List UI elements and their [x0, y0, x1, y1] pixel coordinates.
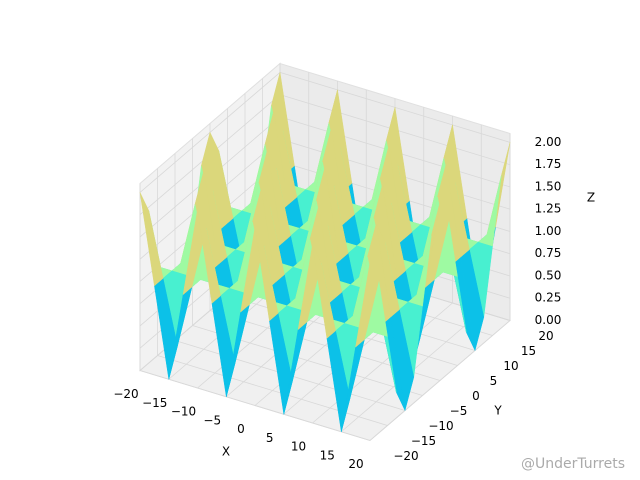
x-tick-label: −20 — [113, 387, 138, 401]
z-tick-label: 1.25 — [535, 202, 562, 216]
z-tick-label: 1.00 — [535, 224, 562, 238]
y-tick-label: 5 — [490, 374, 498, 388]
y-tick-label: 0 — [472, 389, 480, 403]
z-tick-label: 0.75 — [535, 246, 562, 260]
x-tick-label: 10 — [291, 440, 306, 454]
surface-patch — [355, 261, 380, 348]
y-tick-label: 10 — [503, 359, 518, 373]
z-axis-label: Z — [587, 191, 595, 205]
y-tick-label: −15 — [411, 434, 436, 448]
z-tick-label: 0.50 — [535, 268, 562, 282]
z-tick-label: 0.00 — [535, 313, 562, 327]
x-tick-label: 0 — [237, 422, 245, 436]
grid-line — [139, 370, 371, 441]
x-tick-label: −15 — [142, 396, 167, 410]
z-tick-label: 0.25 — [535, 291, 562, 305]
y-axis-label: Y — [493, 404, 502, 418]
surface-patch — [139, 192, 164, 287]
y-tick-label: −5 — [450, 404, 468, 418]
y-tick-label: −10 — [428, 419, 453, 433]
x-axis-label: X — [222, 445, 230, 459]
x-tick-label: 5 — [266, 431, 274, 445]
z-tick-label: 1.50 — [535, 179, 562, 193]
x-tick-label: 20 — [348, 457, 363, 471]
y-tick-label: 15 — [521, 344, 536, 358]
surface-patch — [254, 227, 279, 322]
x-tick-label: 15 — [320, 448, 335, 462]
surface-patch — [197, 209, 221, 304]
x-tick-label: −5 — [203, 413, 221, 427]
z-tick-label: 2.00 — [535, 135, 562, 149]
surface-patch — [312, 244, 336, 339]
y-tick-label: 20 — [538, 329, 553, 343]
grid-line — [157, 355, 388, 426]
z-tick-label: 1.75 — [535, 157, 562, 171]
watermark: @UnderTurrets — [521, 456, 625, 472]
x-tick-label: −10 — [171, 405, 196, 419]
y-tick-label: −20 — [393, 449, 418, 463]
